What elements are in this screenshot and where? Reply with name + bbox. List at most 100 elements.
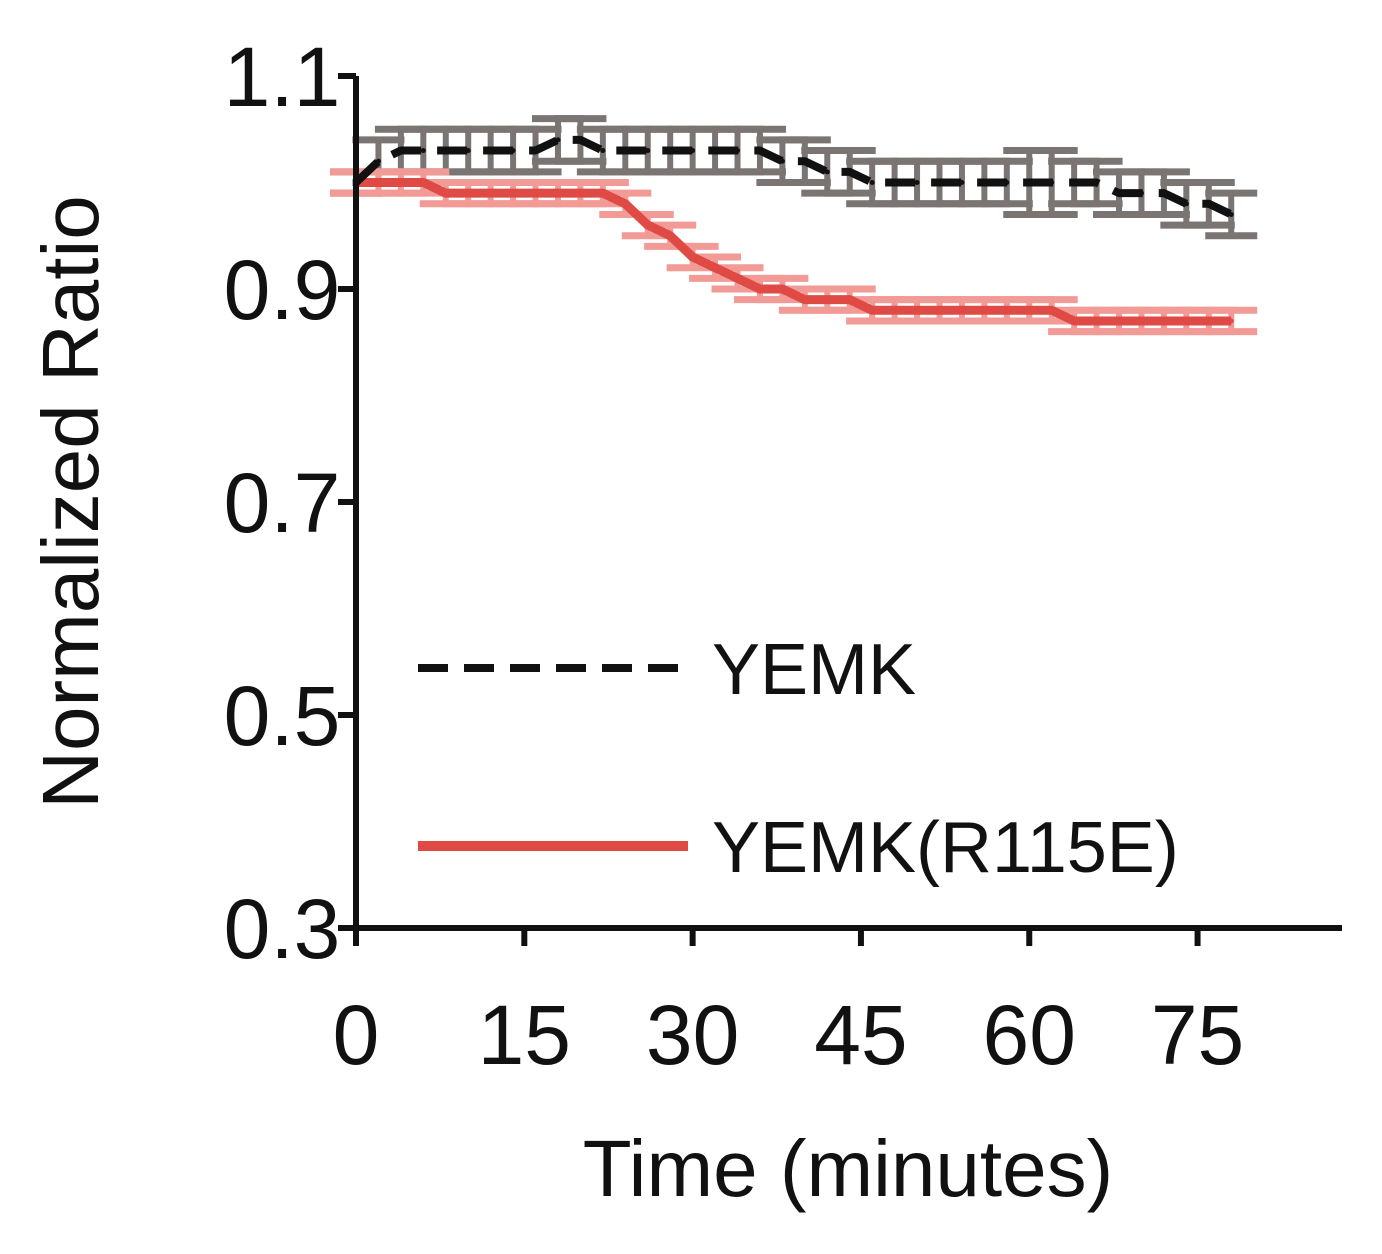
series-2-point [1071,318,1077,324]
series-2-point [510,190,516,196]
series-1-point [600,148,606,154]
series-2-point [847,297,853,303]
series-2-point [802,297,808,303]
series-1-point [645,148,651,154]
series-1-point [824,169,830,175]
y-tick-label: 1.1 [224,30,341,124]
series-2-point [1161,318,1167,324]
series-1-point [1071,180,1077,185]
series-1-point [488,148,494,154]
series-2-point [443,190,449,196]
legend-label-yemk-r115e: YEMK(R115E) [712,808,1179,888]
series-1-point [1094,180,1100,185]
series-1-point [690,148,696,154]
series-1-point [914,180,920,185]
series-2-point [465,190,471,196]
legend: YEMK YEMK(R115E) [418,630,1179,888]
series-2-point [824,297,830,303]
y-tick-label: 0.9 [224,243,341,337]
series-1-point [869,180,875,185]
series-2-point [690,254,696,260]
series-1-point [802,158,808,164]
series-2-point [959,307,965,313]
series-2-point [757,286,763,292]
series-1-point [1026,180,1032,185]
series-2-point [1228,318,1234,324]
series-2-point [1116,318,1122,324]
x-tick-label: 60 [983,988,1076,1082]
series-2-point [735,275,741,281]
series-2-point [892,307,898,313]
series-1-point [1183,201,1189,207]
series-1-point [1228,211,1234,217]
series-lines [353,135,1234,326]
legend-label-yemk: YEMK [712,630,916,710]
x-tick-label: 15 [478,988,571,1082]
series-1-point [779,158,785,164]
y-axis-title: Normalized Ratio [26,195,115,809]
series-2-point [577,190,583,196]
series-2-point [1138,318,1144,324]
series-1-point [443,148,449,154]
series-1-point [555,137,561,143]
series-1-point [1049,180,1055,185]
series-2-point [869,307,875,313]
x-tick-label: 75 [1151,988,1244,1082]
error-bars [330,115,1258,336]
series-1-point [1138,190,1144,196]
series-2-point [667,233,673,239]
series-2-point [936,307,942,313]
series-2-point [420,180,426,185]
series-1-point [510,148,516,154]
x-axis-title: Time (minutes) [583,1124,1113,1213]
series-2-point [779,286,785,292]
x-tick-label: 0 [333,988,380,1082]
y-tick-label: 0.3 [224,882,341,976]
x-tick-label: 45 [814,988,907,1082]
series-2-point [914,307,920,313]
series-1-point [936,180,942,185]
series-1-point [577,137,583,143]
series-line-2 [356,178,1232,326]
axes: 0.3 0.5 0.7 0.9 1.1 0 15 30 45 60 75 [224,30,1342,1082]
series-2-point [375,180,381,185]
series-2-point [533,190,539,196]
y-tick-label: 0.7 [224,456,341,550]
series-1-point [712,148,718,154]
series-1-point [1004,180,1010,185]
series-1-point [667,148,673,154]
series-1-point [533,148,539,154]
series-1-point [1161,190,1167,196]
series-2-point [1026,307,1032,313]
x-tick-label: 30 [646,988,739,1082]
series-2-point [981,307,987,313]
series-1-point [959,180,965,185]
series-2-point [712,265,718,271]
series-1-point [981,180,987,185]
series-2-point [488,190,494,196]
series-2-point [1049,307,1055,313]
series-1-point [465,148,471,154]
series-1-point [1206,201,1212,207]
series-2-point [622,201,628,207]
series-line-1 [353,135,1233,219]
series-2-point [645,222,651,228]
series-1-point [375,158,381,164]
series-1-point [757,148,763,154]
y-tick-label: 0.5 [224,669,341,763]
series-2-point [398,180,404,185]
series-1-point [622,148,628,154]
x-ticks: 0 15 30 45 60 75 [333,928,1244,1082]
series-2-point [555,190,561,196]
series-1-point [892,180,898,185]
series-2-point [1183,318,1189,324]
series-2-point [600,190,606,196]
series-1-point [735,148,741,154]
series-1-point [847,169,853,175]
series-2-point [1004,307,1010,313]
series-2-point [1206,318,1212,324]
series-1-point [1116,190,1122,196]
series-1-point [420,148,426,154]
series-1-point [398,148,404,154]
